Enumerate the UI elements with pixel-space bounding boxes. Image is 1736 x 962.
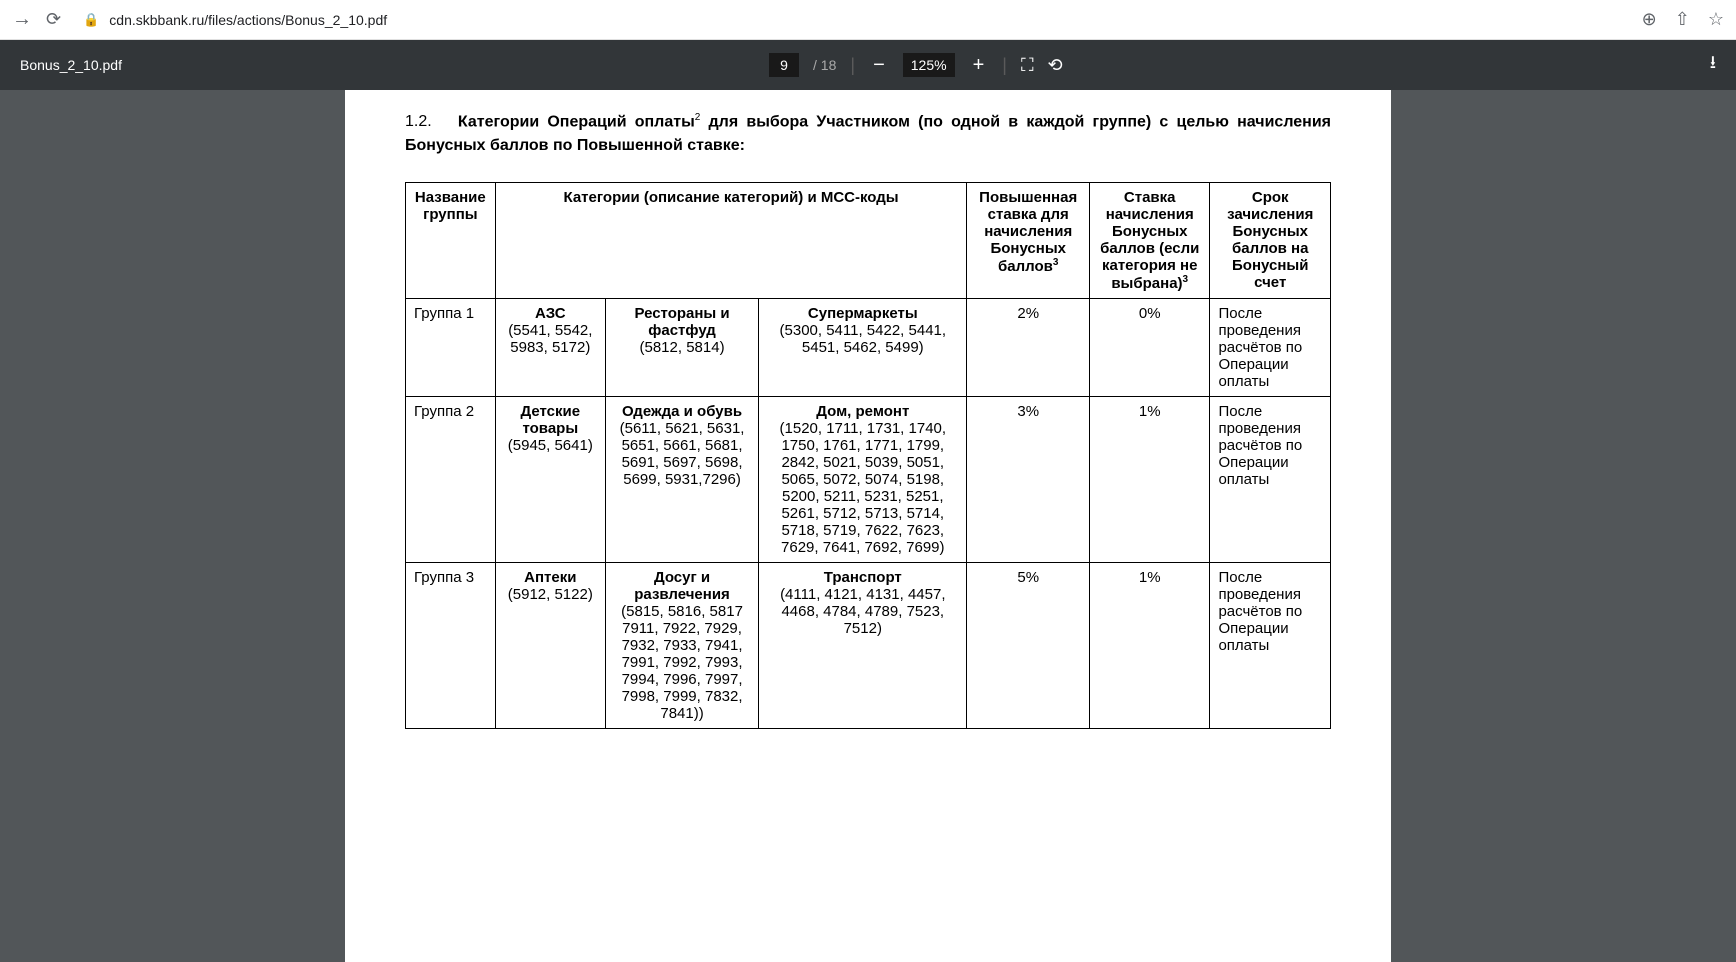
zoom-level: 125% [903, 53, 955, 77]
category-cell: АЗС(5541, 5542, 5983, 5172) [495, 299, 605, 397]
document-heading: 1.2. Категории Операций оплаты2 для выбо… [405, 110, 1331, 158]
category-codes: (5945, 5641) [504, 437, 597, 454]
zoom-icon[interactable]: ⊕ [1642, 9, 1657, 30]
category-codes: (5541, 5542, 5983, 5172) [504, 322, 597, 356]
category-title: Аптеки [504, 569, 597, 586]
bookmark-star-icon[interactable]: ☆ [1708, 9, 1724, 30]
category-cell: Аптеки(5912, 5122) [495, 563, 605, 729]
url-text: cdn.skbbank.ru/files/actions/Bonus_2_10.… [109, 12, 387, 28]
group-cell: Группа 2 [406, 397, 496, 563]
group-cell: Группа 3 [406, 563, 496, 729]
browser-nav-bar: → ⟳ 🔒 cdn.skbbank.ru/files/actions/Bonus… [0, 0, 1736, 40]
term-cell: После проведения расчётов по Операции оп… [1210, 563, 1331, 729]
reload-icon[interactable]: ⟳ [46, 9, 61, 30]
zoom-out-icon[interactable]: − [869, 54, 889, 77]
page-number-input[interactable] [769, 53, 799, 77]
heading-number: 1.2. [405, 113, 432, 130]
category-title: Досуг и развлечения [614, 569, 750, 603]
download-icon[interactable]: ⭳ [1710, 50, 1716, 80]
category-title: Одежда и обувь [614, 403, 750, 420]
term-cell: После проведения расчётов по Операции оп… [1210, 299, 1331, 397]
rate-high-cell: 2% [967, 299, 1090, 397]
pdf-viewport[interactable]: 1.2. Категории Операций оплаты2 для выбо… [0, 90, 1736, 962]
category-cell: Детские товары(5945, 5641) [495, 397, 605, 563]
zoom-in-icon[interactable]: + [969, 54, 989, 77]
category-codes: (5300, 5411, 5422, 5441, 5451, 5462, 549… [767, 322, 958, 356]
category-codes: (5912, 5122) [504, 586, 597, 603]
category-cell: Супермаркеты(5300, 5411, 5422, 5441, 545… [759, 299, 967, 397]
table-header-row: Название группы Категории (описание кате… [406, 183, 1331, 299]
pdf-filename: Bonus_2_10.pdf [20, 57, 122, 73]
th-rate-default-sup: 3 [1183, 274, 1189, 285]
category-cell: Одежда и обувь(5611, 5621, 5631, 5651, 5… [605, 397, 758, 563]
term-cell: После проведения расчётов по Операции оп… [1210, 397, 1331, 563]
pdf-toolbar-right: ⭳ [1710, 50, 1716, 80]
total-pages: 18 [821, 57, 837, 73]
fit-page-icon[interactable]: ⛶ [1021, 55, 1034, 76]
category-codes: (5815, 5816, 5817 7911, 7922, 7929, 7932… [614, 603, 750, 722]
page-separator: / 18 [813, 57, 836, 73]
browser-actions: ⊕ ⇧ ☆ [1642, 9, 1724, 30]
th-rate-default: Ставка начисления Бонусных баллов (если … [1089, 183, 1209, 299]
pdf-toolbar-center: / 18 | − 125% + | ⛶ ⟲ [122, 53, 1710, 77]
category-codes: (5812, 5814) [614, 339, 750, 356]
rate-default-cell: 0% [1089, 299, 1209, 397]
category-cell: Транспорт(4111, 4121, 4131, 4457, 4468, … [759, 563, 967, 729]
forward-icon[interactable]: → [12, 8, 32, 31]
category-cell: Рестораны и фастфуд(5812, 5814) [605, 299, 758, 397]
th-rate-high-text: Повышенная ставка для начисления Бонусны… [979, 189, 1077, 275]
category-title: АЗС [504, 305, 597, 322]
category-codes: (5611, 5621, 5631, 5651, 5661, 5681, 569… [614, 420, 750, 488]
category-title: Дом, ремонт [767, 403, 958, 420]
rate-high-cell: 5% [967, 563, 1090, 729]
category-title: Детские товары [504, 403, 597, 437]
share-icon[interactable]: ⇧ [1675, 9, 1690, 30]
rotate-icon[interactable]: ⟲ [1048, 55, 1063, 76]
url-bar[interactable]: 🔒 cdn.skbbank.ru/files/actions/Bonus_2_1… [75, 12, 1628, 28]
th-group: Название группы [406, 183, 496, 299]
th-rate-high-sup: 3 [1053, 257, 1059, 268]
category-cell: Досуг и развлечения(5815, 5816, 5817 791… [605, 563, 758, 729]
rate-high-cell: 3% [967, 397, 1090, 563]
category-codes: (4111, 4121, 4131, 4457, 4468, 4784, 478… [767, 586, 958, 637]
rate-default-cell: 1% [1089, 397, 1209, 563]
heading-bold: Категории Операций оплаты [458, 113, 695, 130]
toolbar-divider: | [1002, 55, 1007, 76]
bonus-categories-table: Название группы Категории (описание кате… [405, 182, 1331, 729]
rate-default-cell: 1% [1089, 563, 1209, 729]
table-row: Группа 2Детские товары(5945, 5641)Одежда… [406, 397, 1331, 563]
table-row: Группа 1АЗС(5541, 5542, 5983, 5172)Ресто… [406, 299, 1331, 397]
group-cell: Группа 1 [406, 299, 496, 397]
th-rate-high: Повышенная ставка для начисления Бонусны… [967, 183, 1090, 299]
pdf-page: 1.2. Категории Операций оплаты2 для выбо… [345, 90, 1391, 962]
table-row: Группа 3Аптеки(5912, 5122)Досуг и развле… [406, 563, 1331, 729]
th-categories: Категории (описание категорий) и МСС-код… [495, 183, 967, 299]
category-cell: Дом, ремонт(1520, 1711, 1731, 1740, 1750… [759, 397, 967, 563]
pdf-toolbar: Bonus_2_10.pdf / 18 | − 125% + | ⛶ ⟲ ⭳ [0, 40, 1736, 90]
category-title: Рестораны и фастфуд [614, 305, 750, 339]
th-term: Срок зачисления Бонусных баллов на Бонус… [1210, 183, 1331, 299]
category-title: Транспорт [767, 569, 958, 586]
category-codes: (1520, 1711, 1731, 1740, 1750, 1761, 177… [767, 420, 958, 556]
category-title: Супермаркеты [767, 305, 958, 322]
lock-icon: 🔒 [83, 12, 99, 28]
toolbar-divider: | [850, 55, 855, 76]
